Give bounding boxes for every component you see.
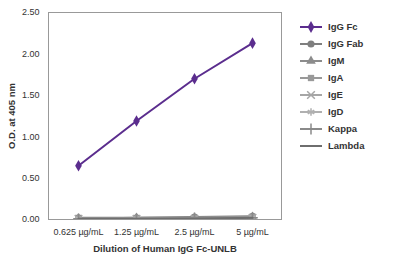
svg-text:0.625 µg/mL: 0.625 µg/mL bbox=[53, 227, 103, 237]
svg-text:0.50: 0.50 bbox=[22, 173, 40, 183]
html-text:IgG Fab: IgG Fab bbox=[328, 38, 364, 49]
html-text:IgA: IgA bbox=[328, 72, 344, 83]
html-text:IgD: IgD bbox=[328, 106, 344, 117]
html-text:IgG Fc: IgG Fc bbox=[328, 21, 358, 32]
svg-text:0.00: 0.00 bbox=[22, 214, 40, 224]
html-text:Lambda: Lambda bbox=[328, 140, 365, 151]
html-text:Kappa: Kappa bbox=[328, 123, 357, 134]
html-text:IgM: IgM bbox=[328, 55, 345, 66]
svg-text:5 µg/mL: 5 µg/mL bbox=[236, 227, 269, 237]
svg-text:1.25 µg/mL: 1.25 µg/mL bbox=[114, 227, 159, 237]
svg-text:2.00: 2.00 bbox=[22, 49, 40, 59]
svg-text:O.D. at 405 nm: O.D. at 405 nm bbox=[6, 83, 17, 149]
svg-text:2.50: 2.50 bbox=[22, 7, 40, 17]
svg-text:1.50: 1.50 bbox=[22, 90, 40, 100]
svg-text:Dilution of Human IgG Fc-UNLB: Dilution of Human IgG Fc-UNLB bbox=[93, 243, 237, 254]
svg-text:1.00: 1.00 bbox=[22, 132, 40, 142]
html-text:IgE: IgE bbox=[328, 89, 343, 100]
svg-text:2.5 µg/mL: 2.5 µg/mL bbox=[174, 227, 214, 237]
